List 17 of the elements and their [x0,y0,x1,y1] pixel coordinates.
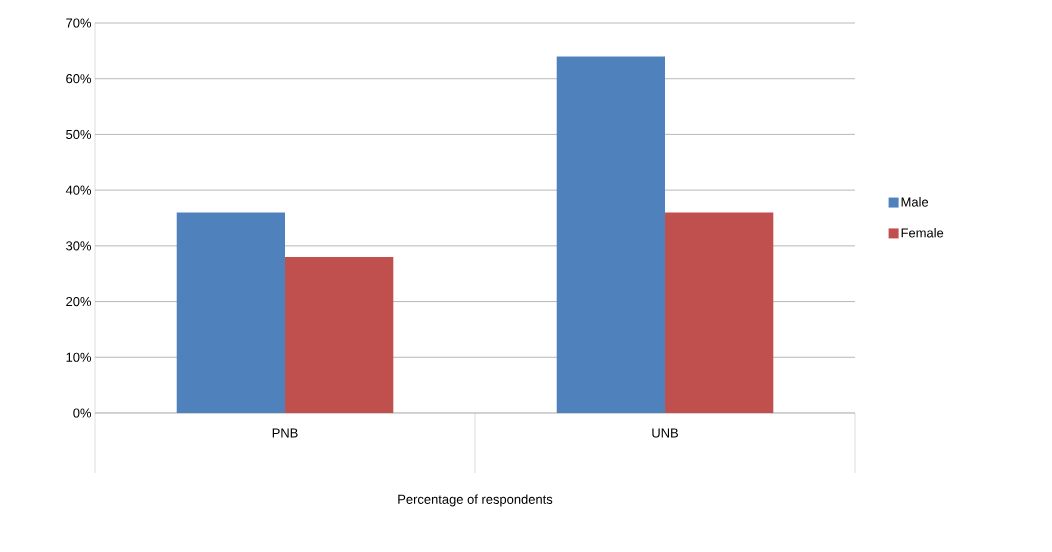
bar [285,256,394,413]
y-tick-label: 40% [65,185,92,195]
bar [556,56,666,413]
y-tick-label: 50% [66,129,92,139]
y-tick-label: 10% [66,352,92,362]
legend-label: Female [901,227,944,238]
y-tick-label: 30% [66,241,92,251]
x-tick-label: PNB [272,428,298,438]
x-tick-label: UNB [652,428,678,438]
x-axis-title: Percentage of respondents [398,494,553,507]
bar [665,212,774,413]
y-tick-label: 20% [66,296,92,307]
bar [176,212,286,413]
legend-label: Male [901,197,929,207]
y-tick-label: 0% [73,408,92,418]
y-tick-label: 60% [66,74,92,84]
y-tick-label: 70% [66,18,92,28]
